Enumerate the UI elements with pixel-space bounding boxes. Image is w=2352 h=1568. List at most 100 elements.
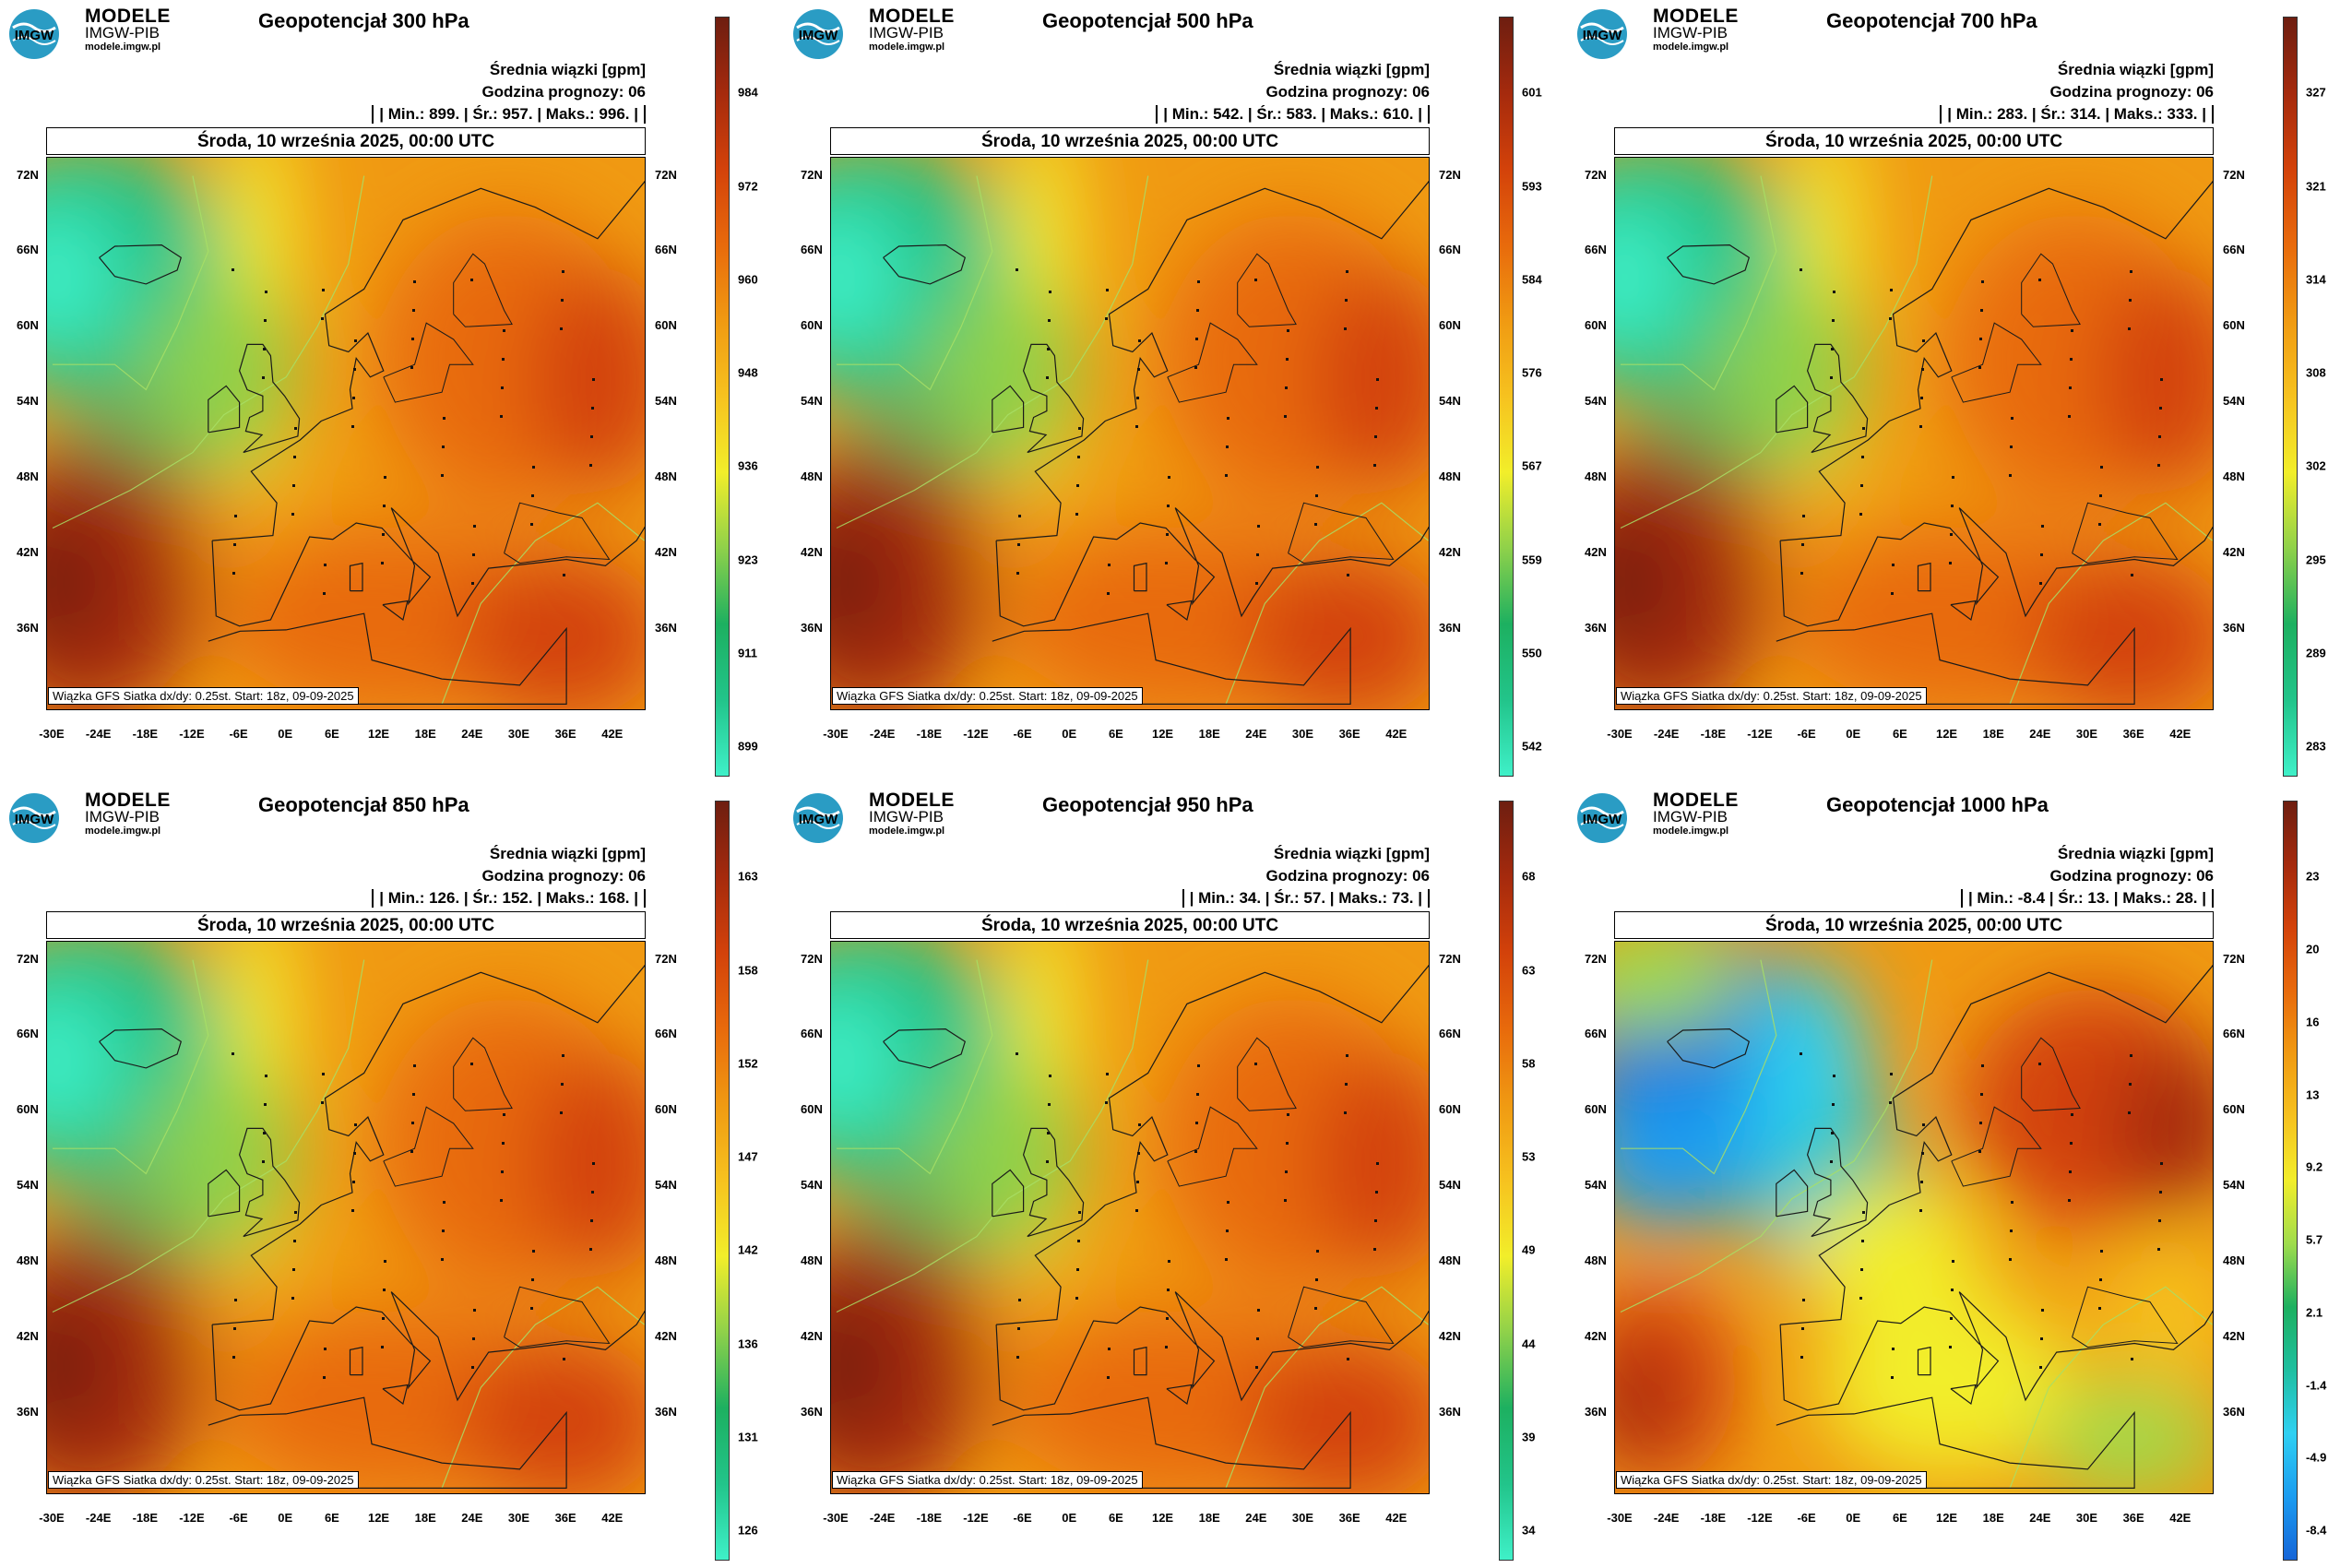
city-marker	[590, 1219, 593, 1222]
colorbar-tick: 295	[2306, 552, 2326, 567]
city-marker	[2010, 1229, 2013, 1232]
city-marker	[2158, 435, 2161, 438]
city-marker	[560, 327, 563, 330]
city-marker	[502, 358, 505, 361]
city-marker	[563, 1358, 565, 1360]
city-marker	[1950, 1317, 1953, 1320]
colorbar	[715, 17, 730, 777]
lon-label: -18E	[916, 727, 943, 741]
contour-line	[1621, 175, 1777, 391]
city-marker	[443, 417, 445, 420]
city-marker	[262, 376, 265, 379]
coastline	[1167, 1106, 1258, 1187]
city-marker	[1077, 1240, 1080, 1242]
city-marker	[1922, 1123, 1925, 1126]
lon-label: 24E	[2029, 727, 2051, 741]
colorbar-tick: 559	[1522, 552, 1542, 567]
city-marker	[1891, 592, 1894, 595]
city-marker	[1832, 1103, 1835, 1106]
lon-label: -24E	[85, 1511, 112, 1525]
contour-line	[2009, 502, 2213, 705]
city-marker	[293, 456, 296, 458]
forecast-hour-label: Godzina prognozy: 06	[2049, 867, 2214, 885]
colorbar-tick: 960	[738, 272, 758, 287]
city-marker	[2098, 1307, 2101, 1310]
city-marker	[1800, 268, 1802, 271]
coastline	[382, 1384, 409, 1406]
city-marker	[1862, 1211, 1865, 1214]
coastline	[1022, 1127, 1085, 1238]
city-marker	[1859, 513, 1862, 516]
lon-label: 24E	[461, 727, 483, 741]
lon-label: -12E	[179, 727, 205, 741]
coastline	[995, 964, 1429, 1411]
run-info-footer: Wiązka GFS Siatka dx/dy: 0.25st. Start: …	[1616, 687, 1927, 705]
colorbar-tick: 327	[2306, 85, 2326, 100]
coastline	[992, 1396, 1351, 1490]
coastline	[238, 343, 301, 454]
lon-label: -24E	[869, 1511, 896, 1525]
contour-line	[53, 959, 209, 1175]
colorbar	[2283, 801, 2298, 1561]
brand-institute: IMGW-PIB	[869, 24, 944, 42]
coastline	[1167, 322, 1258, 403]
coastline	[1237, 1037, 1297, 1111]
lat-label-left: 60N	[801, 1102, 823, 1117]
stats-label: | Min.: 126. | Śr.: 152. | Maks.: 168. |	[372, 889, 646, 908]
city-marker	[1016, 268, 1018, 271]
coastline	[1776, 612, 2135, 706]
lon-label: -24E	[869, 727, 896, 741]
lat-label-right: 42N	[1439, 544, 1461, 559]
city-marker	[413, 1064, 416, 1067]
panel-title: Geopotencjał 1000 hPa	[1826, 793, 2049, 816]
colorbar-tick: 20	[2306, 942, 2320, 956]
city-marker	[1376, 1162, 1379, 1165]
city-marker	[1167, 1289, 1170, 1291]
lon-label: -30E	[1607, 1511, 1633, 1525]
lon-label: -6E	[1013, 1511, 1032, 1525]
city-marker	[589, 1248, 592, 1251]
city-marker	[470, 1063, 473, 1065]
colorbar-tick: -4.9	[2306, 1450, 2327, 1465]
coastline	[1667, 244, 1751, 285]
city-marker	[1952, 1260, 1954, 1263]
forecast-date: Środa, 10 września 2025, 00:00 UTC	[830, 127, 1430, 155]
city-marker	[1376, 378, 1379, 381]
colorbar-tick: 126	[738, 1523, 758, 1538]
city-marker	[1949, 1346, 1952, 1348]
city-marker	[1287, 1113, 1289, 1116]
city-marker	[1892, 1348, 1895, 1350]
units-label: Średnia wiązki [gpm]	[489, 845, 646, 862]
city-marker	[2100, 1250, 2103, 1253]
coastline	[2072, 1286, 2179, 1348]
forecast-hour-label: Godzina prognozy: 06	[1265, 83, 1430, 101]
city-marker	[294, 427, 297, 430]
run-info-footer: Wiązka GFS Siatka dx/dy: 0.25st. Start: …	[48, 1471, 359, 1489]
city-marker	[472, 1337, 475, 1340]
lon-label: 12E	[367, 1511, 390, 1525]
city-marker	[1860, 1268, 1863, 1271]
colorbar-tick: 923	[738, 552, 758, 567]
city-marker	[1254, 279, 1257, 281]
city-marker	[1285, 386, 1288, 389]
panel-title: Geopotencjał 300 hPa	[258, 9, 469, 32]
city-marker	[1862, 427, 1865, 430]
lon-label: 0E	[1062, 1511, 1077, 1525]
coastline	[383, 322, 474, 403]
coastline	[1022, 343, 1085, 454]
colorbar-tick: 5.7	[2306, 1232, 2323, 1247]
city-marker	[501, 1170, 504, 1173]
city-marker	[2098, 523, 2101, 526]
geopotential-map	[830, 157, 1430, 710]
city-marker	[2130, 1054, 2132, 1057]
brand-institute: IMGW-PIB	[1653, 808, 1728, 826]
city-marker	[381, 1346, 384, 1348]
city-marker	[2129, 299, 2132, 302]
city-marker	[1347, 1358, 1349, 1360]
units-label: Średnia wiązki [gpm]	[1273, 845, 1430, 862]
colorbar-tick: 13	[2306, 1087, 2320, 1102]
lon-label: -12E	[963, 727, 989, 741]
coastline	[1950, 1384, 1977, 1406]
city-marker	[2128, 1111, 2131, 1114]
lat-label-left: 54N	[1585, 1178, 1607, 1193]
